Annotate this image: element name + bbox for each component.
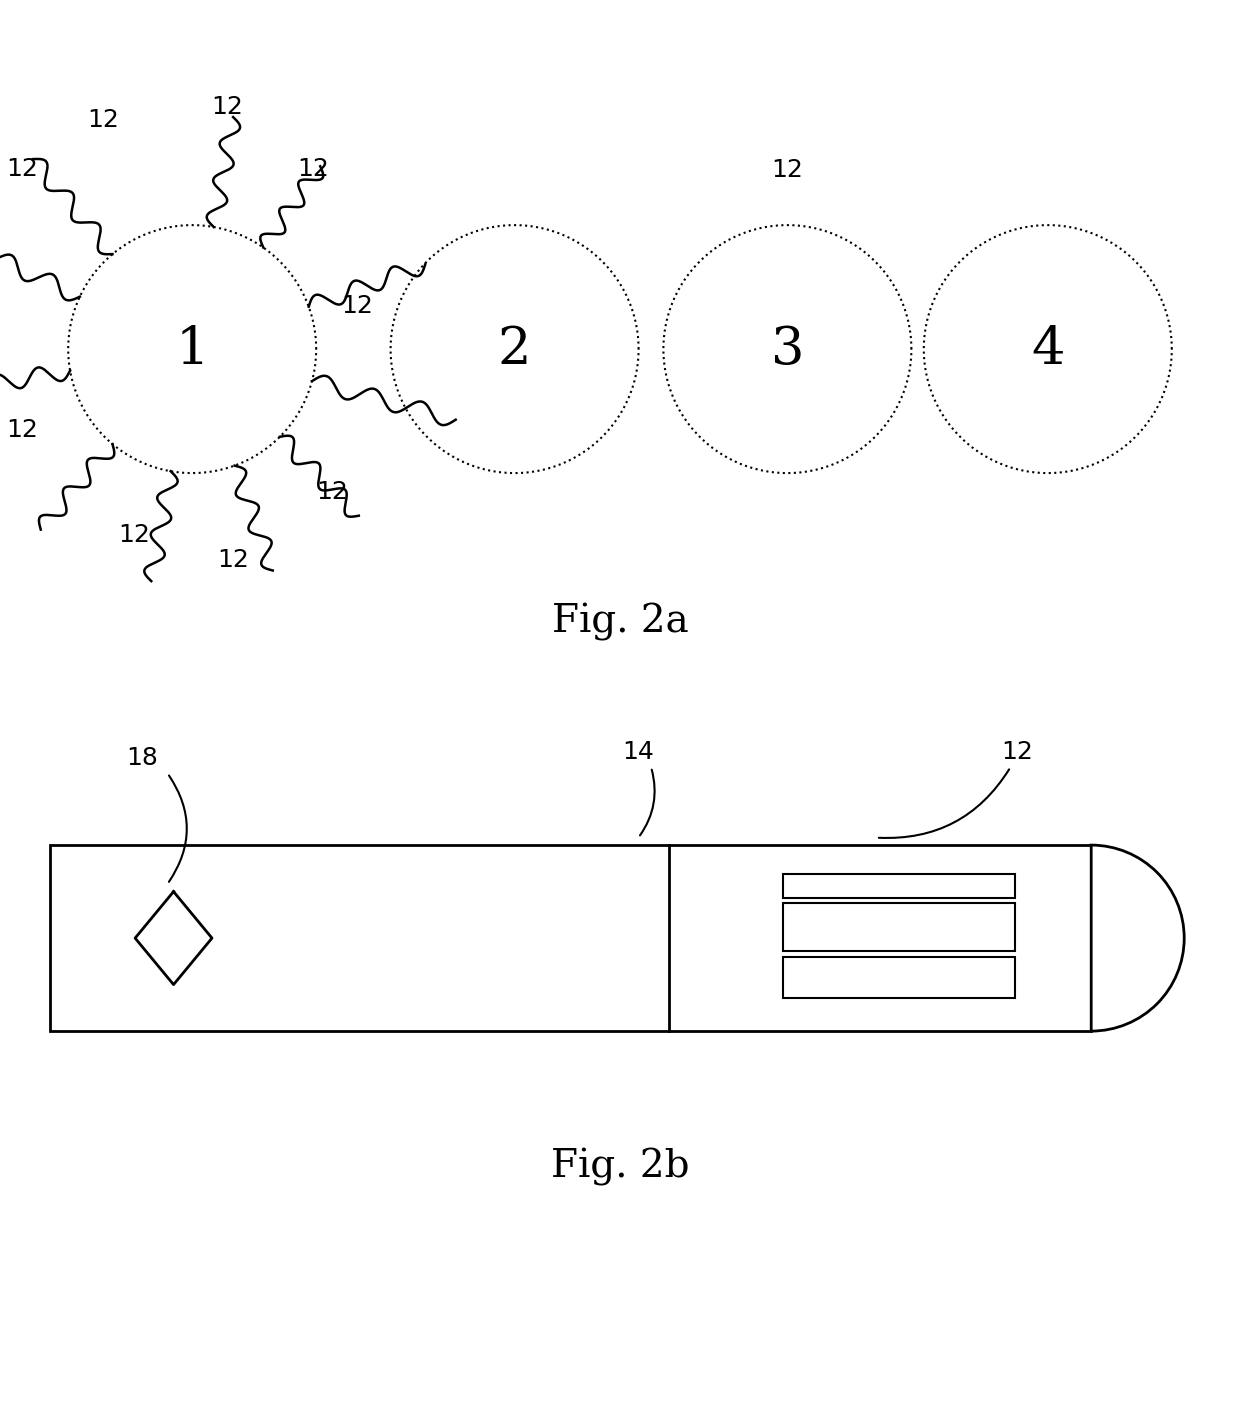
Bar xyxy=(784,874,1016,898)
Bar xyxy=(784,903,1016,951)
Text: Fig. 2a: Fig. 2a xyxy=(552,603,688,641)
Bar xyxy=(50,844,1091,1031)
Text: 2: 2 xyxy=(497,323,532,375)
Text: 12: 12 xyxy=(6,157,38,181)
Wedge shape xyxy=(1091,844,1184,1031)
Text: 12: 12 xyxy=(211,96,243,119)
Text: 14: 14 xyxy=(622,740,655,764)
Text: 12: 12 xyxy=(341,294,373,318)
Bar xyxy=(784,957,1016,998)
Text: 12: 12 xyxy=(1001,740,1033,764)
Text: 12: 12 xyxy=(298,157,330,181)
Text: 12: 12 xyxy=(87,108,119,132)
Text: 3: 3 xyxy=(770,323,805,375)
Text: 18: 18 xyxy=(126,746,159,770)
Text: 12: 12 xyxy=(217,548,249,572)
Text: 12: 12 xyxy=(316,479,348,504)
Text: 4: 4 xyxy=(1030,323,1065,375)
Text: Fig. 2b: Fig. 2b xyxy=(551,1148,689,1186)
Text: 12: 12 xyxy=(118,523,150,547)
Text: 1: 1 xyxy=(175,323,210,375)
Text: 12: 12 xyxy=(6,417,38,441)
Text: 12: 12 xyxy=(771,157,804,181)
